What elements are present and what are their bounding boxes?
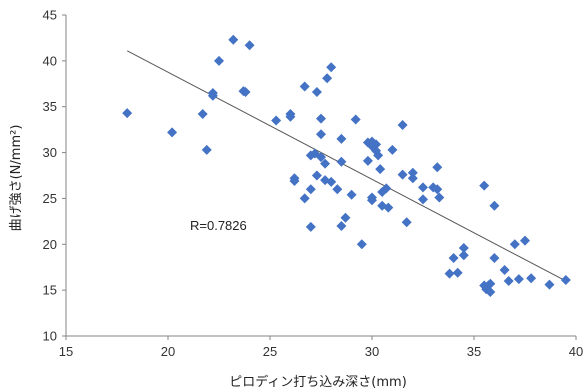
data-point	[336, 133, 347, 144]
data-point	[271, 115, 282, 126]
data-point	[322, 73, 333, 84]
data-point	[526, 273, 537, 284]
data-point	[122, 108, 133, 119]
data-point	[373, 150, 384, 161]
x-axis-label: ピロディン打ち込み深さ(mm)	[229, 374, 407, 390]
x-tick-label: 35	[467, 344, 481, 359]
y-tick-label: 10	[43, 329, 57, 344]
data-point	[485, 278, 496, 289]
data-point	[305, 184, 316, 195]
data-point	[407, 173, 418, 184]
y-axis-ticks: 10 15 20 25 30 35 40 45	[43, 8, 66, 344]
data-point	[214, 55, 224, 66]
data-point	[499, 264, 510, 275]
data-point	[167, 127, 178, 138]
data-point	[228, 34, 239, 45]
data-point	[381, 183, 392, 194]
data-point	[285, 111, 296, 122]
data-point	[207, 90, 218, 101]
data-point	[316, 152, 326, 163]
data-point	[448, 253, 459, 264]
data-point	[320, 158, 331, 169]
data-point	[350, 114, 361, 125]
data-point	[197, 109, 208, 120]
x-tick-label: 40	[569, 344, 583, 359]
data-point	[362, 155, 373, 166]
data-point	[340, 212, 351, 223]
data-point	[485, 286, 496, 297]
data-point	[316, 113, 326, 124]
data-point	[332, 184, 343, 195]
data-point	[299, 193, 310, 204]
x-axis-ticks: 15 20 25 30 35 40	[59, 336, 583, 359]
data-point	[434, 192, 445, 203]
data-point	[432, 162, 443, 173]
data-point	[397, 169, 408, 180]
y-tick-label: 25	[43, 191, 57, 206]
plot-frame	[65, 15, 576, 337]
correlation-annotation: R=0.7826	[190, 218, 247, 233]
trendline	[126, 50, 567, 282]
data-point	[418, 182, 428, 193]
data-point	[397, 120, 408, 131]
data-point	[201, 144, 212, 155]
data-point	[560, 275, 571, 286]
y-tick-label: 30	[43, 145, 57, 160]
data-point	[326, 176, 337, 187]
data-point	[489, 253, 500, 264]
x-tick-label: 20	[161, 344, 175, 359]
data-point	[371, 139, 382, 150]
data-point	[432, 184, 443, 195]
data-point	[489, 200, 500, 211]
y-tick-label: 20	[43, 237, 57, 252]
data-points	[122, 34, 571, 297]
x-tick-label: 15	[59, 344, 73, 359]
data-point	[458, 242, 469, 253]
data-point	[479, 180, 490, 191]
data-point	[311, 87, 322, 98]
data-point	[387, 144, 398, 155]
data-point	[367, 195, 377, 206]
data-point	[326, 62, 337, 73]
data-point	[513, 274, 524, 285]
data-point	[356, 239, 367, 250]
data-point	[418, 194, 428, 205]
data-point	[509, 239, 520, 250]
x-tick-label: 30	[365, 344, 379, 359]
y-tick-label: 35	[43, 99, 57, 114]
data-point	[289, 176, 300, 187]
data-point	[299, 81, 310, 92]
y-tick-label: 15	[43, 283, 57, 298]
data-point	[346, 189, 357, 200]
data-point	[311, 170, 322, 181]
y-tick-label: 45	[43, 8, 57, 23]
y-tick-label: 40	[43, 53, 57, 68]
data-point	[316, 129, 326, 140]
data-point	[407, 167, 418, 178]
data-point	[544, 279, 555, 290]
x-tick-label: 25	[263, 344, 277, 359]
data-point	[520, 235, 530, 246]
data-point	[503, 275, 514, 286]
data-point	[383, 202, 394, 213]
trendline-group	[126, 50, 567, 282]
y-axis-label: 曲げ強さ(N/mm²)	[9, 125, 24, 232]
data-point	[244, 40, 255, 51]
data-point	[401, 217, 412, 228]
data-point	[305, 221, 316, 232]
data-point	[336, 220, 347, 231]
data-point	[444, 268, 455, 279]
data-point	[336, 156, 347, 167]
data-point	[240, 87, 251, 98]
data-point	[458, 250, 469, 261]
data-point	[452, 267, 463, 278]
data-point	[375, 164, 386, 175]
